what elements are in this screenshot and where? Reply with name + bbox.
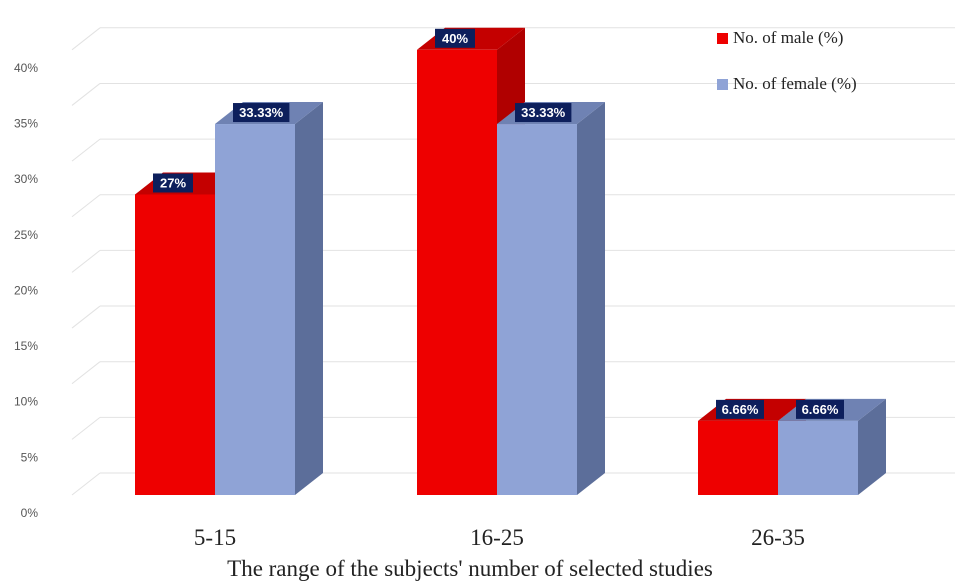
y-tick-label: 30% — [14, 172, 38, 186]
x-category-label: 26-35 — [751, 525, 805, 550]
data-label-box — [716, 399, 764, 419]
data-label: 33.33% — [239, 105, 284, 120]
gridline-diag — [71, 27, 101, 51]
gridline-diag — [71, 194, 101, 218]
gridline-diag — [71, 83, 101, 106]
legend-label: No. of female (%) — [733, 74, 857, 93]
bar — [135, 194, 215, 496]
data-label-box — [435, 28, 475, 48]
bar-side — [577, 102, 605, 495]
data-labels: 27% 33.33% 40% 33.33% 6.66% 6.66% — [153, 28, 844, 419]
gridline-diag — [71, 250, 101, 273]
y-axis-ticks: 0% 5% 10% 15% 20% 25% 30% 35% 40% — [14, 61, 38, 520]
bar — [778, 420, 858, 495]
x-category-label: 16-25 — [470, 525, 524, 550]
x-category-label: 5-15 — [194, 525, 236, 550]
gridline-diag — [71, 416, 101, 440]
data-label-box — [233, 103, 290, 123]
bar — [417, 49, 497, 496]
gridline-diag — [71, 361, 101, 385]
data-label-box — [153, 173, 193, 193]
data-label: 6.66% — [722, 402, 759, 417]
data-label: 33.33% — [521, 105, 566, 120]
y-tick-label: 40% — [14, 61, 38, 75]
bar — [215, 124, 295, 495]
y-tick-label: 0% — [21, 506, 39, 520]
legend-swatch — [717, 79, 728, 90]
bar — [698, 420, 778, 495]
bars — [135, 27, 886, 496]
bar-side — [858, 398, 886, 495]
y-tick-label: 20% — [14, 283, 38, 297]
y-tick-label: 10% — [14, 395, 38, 409]
y-tick-label: 35% — [14, 116, 38, 130]
gridline-diag — [71, 472, 101, 496]
data-label: 27% — [160, 175, 186, 190]
data-label: 40% — [442, 31, 468, 46]
legend-swatch — [717, 33, 728, 44]
data-label-box — [515, 103, 572, 123]
legend: No. of male (%) No. of female (%) — [717, 28, 857, 93]
gridline-diag — [71, 305, 101, 329]
data-label-box — [796, 399, 844, 419]
y-tick-label: 25% — [14, 228, 38, 242]
bar-side — [295, 102, 323, 495]
x-axis-title: The range of the subjects' number of sel… — [227, 556, 713, 581]
data-label: 6.66% — [802, 402, 839, 417]
y-tick-label: 5% — [21, 450, 39, 464]
x-axis-categories: 5-15 16-25 26-35 — [194, 525, 805, 550]
legend-label: No. of male (%) — [733, 28, 843, 47]
gridline-diag — [71, 138, 101, 162]
y-tick-label: 15% — [14, 339, 38, 353]
bar — [497, 124, 577, 495]
